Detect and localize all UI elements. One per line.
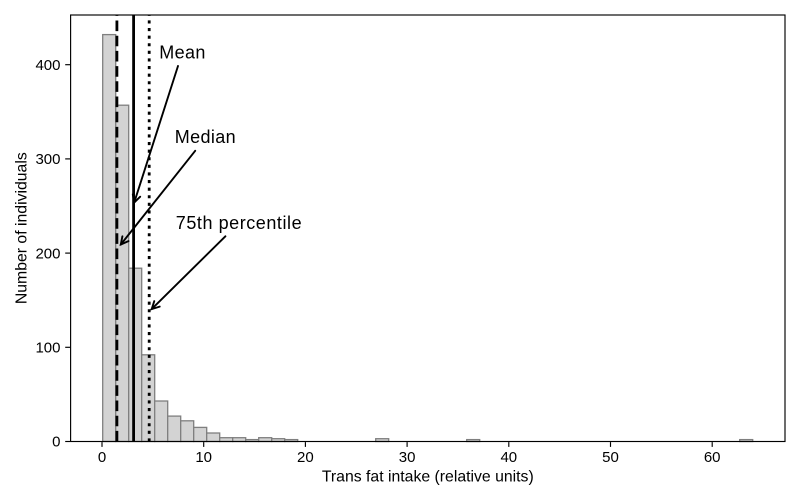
svg-text:Trans fat intake (relative uni: Trans fat intake (relative units) <box>322 469 534 486</box>
svg-text:0: 0 <box>52 434 60 451</box>
svg-text:20: 20 <box>297 449 314 466</box>
svg-text:200: 200 <box>35 245 60 262</box>
svg-text:60: 60 <box>704 449 721 466</box>
svg-text:30: 30 <box>399 449 416 466</box>
svg-text:Median: Median <box>175 127 236 147</box>
svg-text:Mean: Mean <box>159 43 205 63</box>
svg-text:10: 10 <box>195 449 212 466</box>
svg-text:75th percentile: 75th percentile <box>176 213 302 233</box>
svg-text:400: 400 <box>35 57 60 74</box>
svg-text:40: 40 <box>500 449 517 466</box>
svg-text:0: 0 <box>98 449 106 466</box>
svg-text:100: 100 <box>35 340 60 357</box>
svg-text:50: 50 <box>602 449 619 466</box>
svg-text:300: 300 <box>35 151 60 168</box>
svg-text:Number of individuals: Number of individuals <box>14 152 31 304</box>
